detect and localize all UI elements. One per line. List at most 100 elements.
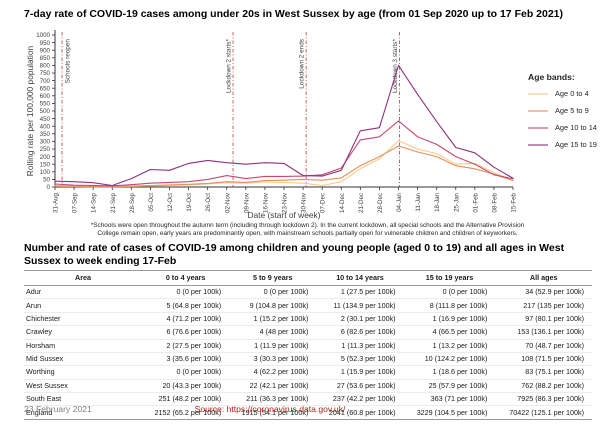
svg-text:1000: 1000 (36, 32, 50, 39)
area-cell: Adur (24, 285, 142, 300)
svg-text:900: 900 (40, 47, 51, 54)
value-cell: 8 (111.8 per 100k) (403, 298, 496, 313)
svg-text:200: 200 (40, 154, 51, 161)
area-cell: Horsham (24, 339, 142, 353)
value-cell: 237 (42.2 per 100k) (316, 392, 404, 407)
value-cell: 2152 (65.2 per 100k) (142, 405, 230, 420)
chart-title: 7-day rate of COVID-19 cases among under… (24, 8, 564, 20)
value-cell: 4 (48 per 100k) (229, 325, 317, 340)
value-cell: 3229 (104.5 per 100k) (403, 405, 496, 420)
legend-item: Age 10 to 14 (528, 123, 614, 132)
value-cell: 153 (136.1 per 100k) (495, 325, 592, 340)
value-cell: 3 (30.3 per 100k) (229, 352, 317, 367)
source-link[interactable]: Source: https://coronavirus.data.gov.uk/ (194, 404, 346, 414)
area-cell: South East (24, 392, 142, 407)
value-cell: 211 (36.3 per 100k) (229, 392, 317, 407)
svg-text:18-Jan: 18-Jan (434, 192, 441, 211)
svg-text:100: 100 (40, 169, 51, 176)
svg-text:14-Dec: 14-Dec (339, 193, 346, 213)
report-date: 23 February 2021 (24, 404, 92, 414)
value-cell: 2041 (60.8 per 100k) (316, 405, 404, 420)
chart-footnote: *Schools were open throughout the autumn… (30, 222, 585, 237)
svg-text:650: 650 (40, 85, 51, 92)
column-header: Area (24, 270, 142, 286)
svg-text:21-Sep: 21-Sep (110, 192, 117, 213)
value-cell: 1 (15.9 per 100k) (316, 365, 404, 380)
svg-text:25-Jan: 25-Jan (453, 192, 460, 211)
svg-text:Lockdown 3 starts*: Lockdown 3 starts* (392, 38, 399, 93)
chart-legend: Age bands: Age 0 to 4 Age 5 to 9 Age 10 to… (528, 72, 614, 157)
svg-text:450: 450 (40, 116, 51, 123)
column-header: 5 to 9 years (229, 270, 317, 286)
table-row: Crawley 6 (76.6 per 100k) 4 (48 per 100k) 6… (24, 325, 592, 340)
svg-text:19-Oct: 19-Oct (186, 193, 193, 212)
table-row: England 2152 (65.2 per 100k) 1915 (54.1 pe… (24, 405, 592, 420)
svg-text:14-Sep: 14-Sep (91, 192, 98, 213)
legend-item: Age 5 to 9 (528, 106, 614, 115)
value-cell: 4 (66.5 per 100k) (403, 325, 496, 340)
svg-text:23-Nov: 23-Nov (282, 192, 289, 213)
value-cell: 4 (62.2 per 100k) (229, 365, 317, 380)
svg-text:11-Jan: 11-Jan (415, 192, 422, 211)
value-cell: 108 (71.5 per 100k) (495, 352, 592, 367)
value-cell: 10 (124.2 per 100k) (403, 352, 496, 367)
svg-text:150: 150 (40, 161, 51, 168)
table-row: Horsham 2 (27.5 per 100k) 1 (11.9 per 100k… (24, 339, 592, 353)
legend-items: Age 0 to 4 Age 5 to 9 Age 10 to 14 Age 15 t… (528, 89, 614, 149)
value-cell: 22 (42.1 per 100k) (229, 378, 317, 394)
svg-text:Rolling rate per 100,000 popul: Rolling rate per 100,000 population (25, 45, 35, 176)
table-header: Area 0 to 4 years 5 to 9 years 10 to 14 yea… (24, 270, 592, 286)
value-cell: 11 (134.9 per 100k) (316, 298, 404, 313)
legend-label: Age 5 to 9 (555, 106, 589, 115)
legend-title: Age bands: (528, 72, 575, 82)
value-cell: 251 (48.2 per 100k) (142, 392, 230, 407)
value-cell: 2 (27.5 per 100k) (142, 339, 230, 353)
svg-text:800: 800 (40, 63, 51, 70)
legend-line-swatch (528, 126, 548, 129)
value-cell: 9 (104.8 per 100k) (229, 298, 317, 313)
footnote-line-1: *Schools were open throughout the autumn… (90, 222, 525, 229)
table-row: Adur 0 (0 per 100k) 0 (0 per 100k) 1 (27.5 … (24, 285, 592, 300)
table-row: West Sussex 20 (43.3 per 100k) 22 (42.1 pe… (24, 378, 592, 394)
svg-text:Lockdown 2 starts*: Lockdown 2 starts* (226, 38, 233, 93)
svg-text:750: 750 (40, 70, 51, 77)
value-cell: 20 (43.3 per 100k) (142, 378, 230, 394)
svg-text:09-Nov: 09-Nov (243, 192, 250, 213)
svg-text:21-Dec: 21-Dec (358, 193, 365, 213)
legend-line-swatch (528, 109, 548, 112)
svg-text:07-Dec: 07-Dec (320, 193, 327, 213)
area-cell: West Sussex (24, 378, 142, 394)
svg-text:350: 350 (40, 131, 51, 138)
svg-text:16-Nov: 16-Nov (262, 192, 269, 213)
svg-text:600: 600 (40, 93, 51, 100)
svg-text:04-Jan: 04-Jan (396, 192, 403, 211)
value-cell: 1 (16.9 per 100k) (403, 312, 496, 327)
svg-text:08-Feb: 08-Feb (491, 192, 498, 212)
value-cell: 2 (30.1 per 100k) (316, 312, 404, 327)
svg-text:850: 850 (40, 55, 51, 62)
svg-text:01-Feb: 01-Feb (472, 192, 479, 212)
value-cell: 83 (75.1 per 100k) (495, 365, 592, 380)
value-cell: 0 (0 per 100k) (403, 285, 496, 300)
table-row: Chichester 4 (71.2 per 100k) 1 (15.2 per 1… (24, 312, 592, 327)
value-cell: 6 (82.6 per 100k) (316, 325, 404, 340)
value-cell: 97 (80.1 per 100k) (495, 312, 592, 327)
value-cell: 363 (71 per 100k) (403, 392, 496, 407)
value-cell: 0 (0 per 100k) (142, 285, 230, 300)
table-row: Worthing 0 (0 per 100k) 4 (62.2 per 100k) 1… (24, 365, 592, 380)
value-cell: 1 (11.3 per 100k) (316, 339, 404, 353)
svg-text:400: 400 (40, 123, 51, 130)
legend-label: Age 15 to 19 (555, 140, 597, 149)
svg-text:26-Oct: 26-Oct (205, 193, 212, 212)
svg-text:28-Sep: 28-Sep (129, 192, 136, 213)
value-cell: 5 (52.3 per 100k) (316, 352, 404, 367)
svg-text:500: 500 (40, 108, 51, 115)
cases-by-area-table: Area 0 to 4 years 5 to 9 years 10 to 14 yea… (24, 270, 592, 420)
value-cell: 1 (27.5 per 100k) (316, 285, 404, 300)
legend-item: Age 0 to 4 (528, 89, 614, 98)
value-cell: 70422 (125.1 per 100k) (495, 405, 592, 420)
footnote-line-2: College remain open, early years are pre… (97, 229, 518, 237)
value-cell: 0 (0 per 100k) (142, 365, 230, 380)
column-header: 15 to 19 years (403, 270, 496, 286)
svg-text:250: 250 (40, 146, 51, 153)
